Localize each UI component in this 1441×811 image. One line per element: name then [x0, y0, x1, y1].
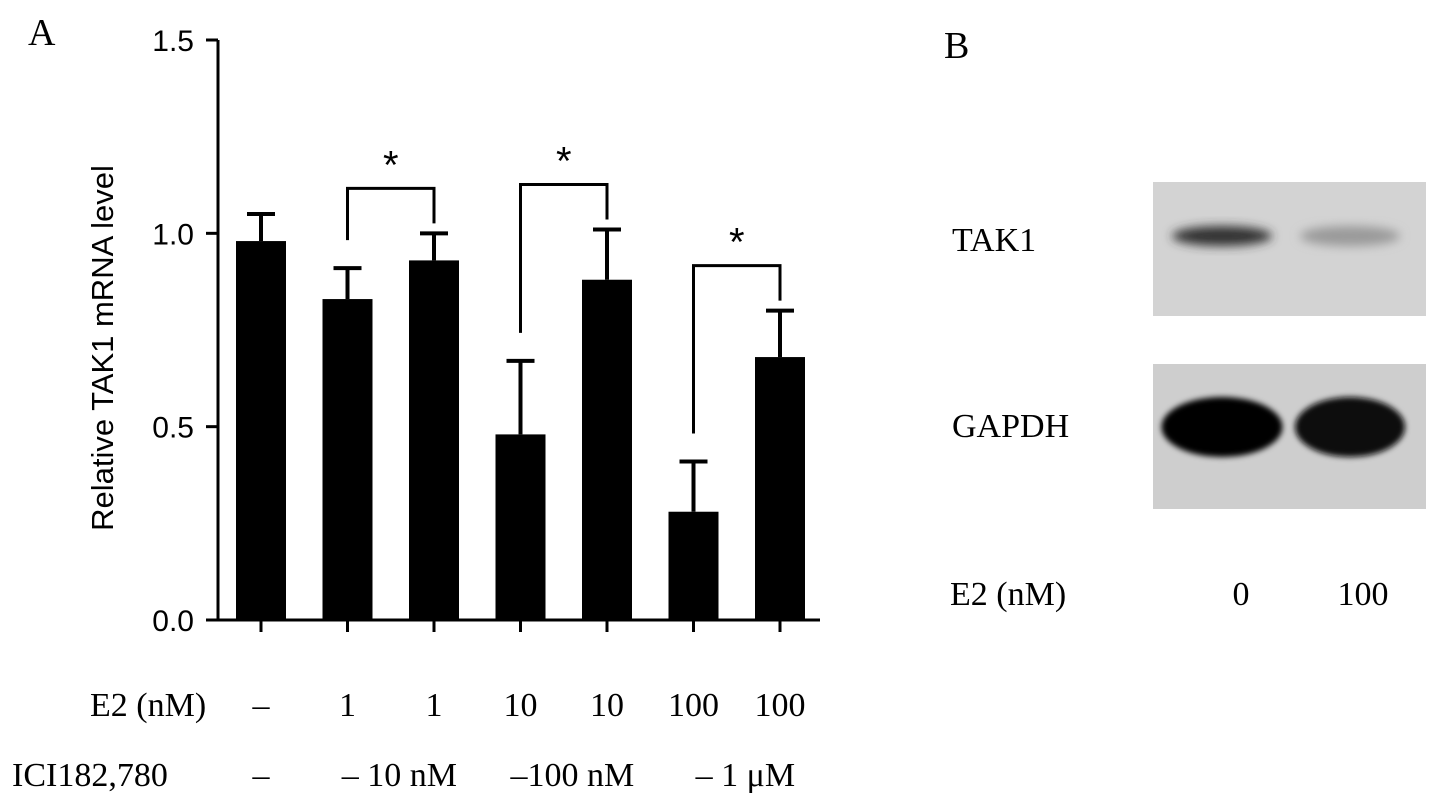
y-tick-label: 0.0 — [152, 605, 194, 638]
bar — [236, 241, 286, 621]
treatment-value: 1 — [426, 687, 443, 724]
blot-row-label-tak1: TAK1 — [952, 222, 1036, 259]
treatment-value: 100 — [668, 687, 719, 724]
significance-star: * — [383, 143, 399, 187]
treatment-value: 10 — [504, 687, 538, 724]
treatment-value: 10 — [590, 687, 624, 724]
panel-b-label: B — [944, 25, 969, 67]
treatment-value: – — [252, 687, 271, 724]
blot-band — [1172, 226, 1272, 246]
y-tick-label: 1.0 — [152, 218, 194, 251]
treatment-value: – 1 μM — [695, 757, 795, 794]
treatment-rows: E2 (nM) – 1 1 10 10 100 100 ICI182,780 – – 10 nM –1… — [12, 687, 806, 794]
treatment-value: – 10 nM — [341, 757, 457, 794]
error-bars — [247, 212, 794, 512]
treatment-value: – — [252, 757, 271, 794]
y-tick-label: 1.5 — [152, 25, 194, 58]
bar — [582, 279, 632, 620]
significance-bracket — [519, 182, 609, 333]
bar — [755, 357, 805, 620]
significance-brackets: * * * — [346, 139, 782, 434]
blot-band — [1295, 397, 1405, 457]
panel-a-label: A — [28, 12, 56, 54]
significance-star: * — [556, 139, 572, 183]
bar — [409, 260, 459, 620]
bar-chart: Relative TAK1 mRNA level 0.00.51.01.5 * *… — [12, 25, 820, 794]
x-ticks — [259, 620, 782, 632]
treatment-value: 1 — [339, 687, 356, 724]
bar — [322, 299, 373, 620]
western-blot: TAK1 GAPDH E2 (nM) 0 100 — [950, 182, 1426, 613]
blot-lane-1: 100 — [1338, 576, 1389, 613]
blot-strip-tak1 — [1153, 182, 1426, 316]
blot-bands — [1161, 226, 1405, 457]
blot-lane-0: 0 — [1233, 576, 1250, 613]
blot-band — [1300, 226, 1400, 246]
blot-lane-label: E2 (nM) — [950, 576, 1066, 613]
y-tick-label: 0.5 — [152, 412, 194, 445]
blot-band — [1161, 397, 1283, 457]
treatment-row-label: E2 (nM) — [90, 687, 206, 724]
significance-bracket — [346, 186, 436, 241]
significance-star: * — [729, 221, 745, 265]
bar — [495, 434, 546, 620]
y-axis-label: Relative TAK1 mRNA level — [85, 165, 120, 531]
y-ticks: 0.0 0.5 1.0 1.5 — [152, 25, 218, 638]
significance-bracket — [692, 264, 782, 434]
treatment-row-label: ICI182,780 — [12, 757, 168, 794]
treatment-value: –100 nM — [510, 757, 635, 794]
bars — [236, 241, 805, 621]
blot-row-label-gapdh: GAPDH — [952, 408, 1069, 445]
treatment-value: 100 — [755, 687, 806, 724]
bar — [668, 511, 719, 620]
